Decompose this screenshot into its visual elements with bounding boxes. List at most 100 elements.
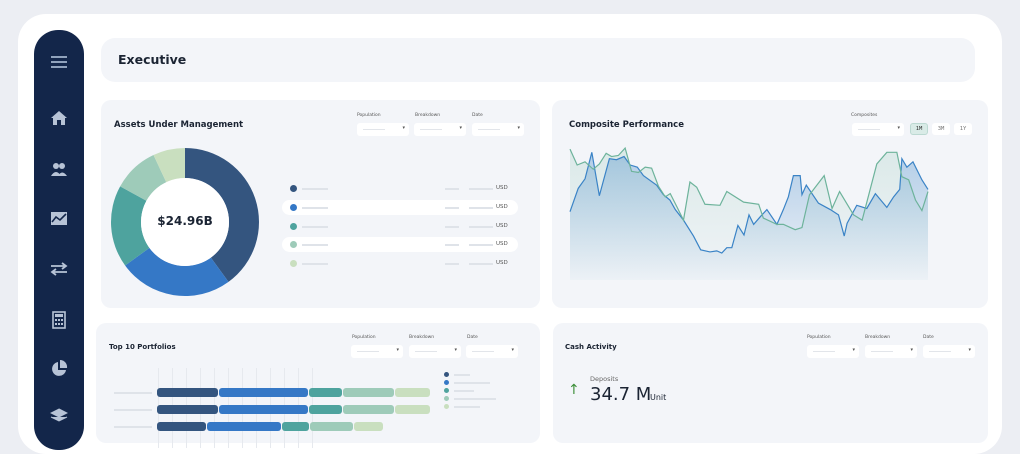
sidebar: [34, 30, 84, 450]
range-1y-button[interactable]: 1Y: [954, 123, 972, 135]
currency-label: USD: [496, 203, 508, 210]
legend-placeholder: [454, 382, 490, 384]
placeholder-text: [302, 206, 328, 209]
placeholder-text: [469, 225, 493, 228]
currency-label: USD: [496, 241, 508, 248]
users-icon[interactable]: [49, 159, 69, 179]
date-label: Date: [923, 335, 934, 340]
home-icon[interactable]: [49, 108, 69, 128]
series-line[interactable]: [569, 152, 929, 254]
placeholder-text: [445, 225, 459, 228]
calculator-icon[interactable]: [49, 310, 69, 330]
aum-card: Assets Under Management Population Break…: [101, 100, 540, 308]
population-label: Population: [352, 335, 376, 340]
date-select[interactable]: ▾: [466, 345, 518, 358]
donut-slice[interactable]: [185, 148, 259, 282]
range-1m-button[interactable]: 1M: [910, 123, 928, 135]
population-select[interactable]: ▾: [357, 123, 409, 136]
donut-hole: [141, 178, 229, 266]
bar-segment[interactable]: [309, 388, 342, 397]
aum-total: $24.96B: [157, 214, 213, 228]
bar-segment[interactable]: [219, 388, 308, 397]
chevron-down-icon: ▾: [517, 125, 520, 131]
aum-legend-row[interactable]: USD: [282, 199, 518, 215]
population-select[interactable]: ▾: [351, 345, 403, 358]
bar-segment[interactable]: [207, 422, 281, 431]
legend-dot: [290, 241, 297, 249]
composite-title: Composite Performance: [569, 120, 684, 130]
donut-slice[interactable]: [120, 155, 167, 201]
page-header: Executive: [101, 38, 975, 82]
bar-segment[interactable]: [309, 405, 342, 414]
donut-slice[interactable]: [125, 247, 229, 296]
donut-slice[interactable]: [153, 148, 185, 183]
bar-segment[interactable]: [157, 405, 218, 414]
deposits-label: Deposits: [590, 375, 619, 383]
bar-segment[interactable]: [343, 405, 394, 414]
chevron-down-icon: ▾: [897, 125, 900, 131]
bar-segment[interactable]: [343, 388, 394, 397]
aum-title: Assets Under Management: [114, 120, 244, 130]
layers-icon[interactable]: [49, 406, 69, 426]
bar-segment[interactable]: [354, 422, 383, 431]
bar-segment[interactable]: [219, 405, 308, 414]
placeholder-text: [469, 188, 493, 190]
bar-segment[interactable]: [395, 388, 430, 397]
pie-chart-icon[interactable]: [49, 359, 69, 379]
placeholder-text: [302, 244, 328, 247]
legend-dot: [444, 372, 449, 377]
breakdown-select[interactable]: ▾: [414, 123, 466, 136]
legend-placeholder: [454, 374, 470, 376]
bar-segment[interactable]: [310, 422, 353, 431]
chevron-down-icon: ▾: [454, 347, 457, 353]
bar-segment[interactable]: [157, 422, 206, 431]
chevron-down-icon: ▾: [511, 347, 514, 353]
placeholder-text: [469, 244, 493, 247]
placeholder-text: [445, 244, 459, 247]
population-select[interactable]: ▾: [807, 345, 859, 358]
breakdown-select[interactable]: ▾: [865, 345, 917, 358]
placeholder-text: [302, 188, 328, 190]
aum-legend-row[interactable]: USD: [282, 256, 518, 271]
bar-segment[interactable]: [282, 422, 309, 431]
aum-legend-row[interactable]: USD: [282, 219, 518, 234]
currency-label: USD: [496, 185, 508, 191]
legend-dot: [290, 222, 297, 230]
chevron-down-icon: ▾: [852, 347, 855, 353]
row-label-placeholder: [114, 392, 152, 394]
currency-label: USD: [496, 222, 508, 229]
transfer-icon[interactable]: [49, 259, 69, 279]
composite-card: Composite Performance Composites ▾ 1M 3M…: [552, 100, 988, 308]
bar-segment[interactable]: [157, 388, 218, 397]
placeholder-text: [445, 188, 459, 190]
date-label: Date: [472, 113, 483, 118]
breakdown-select[interactable]: ▾: [409, 345, 461, 358]
placeholder-text: [469, 206, 493, 209]
aum-legend-row[interactable]: USD: [282, 237, 518, 253]
placeholder-text: [302, 225, 328, 228]
legend-placeholder: [454, 398, 496, 400]
deposits-value: 34.7 M: [590, 384, 652, 405]
currency-label: USD: [496, 260, 508, 267]
range-3m-button[interactable]: 3M: [932, 123, 950, 135]
top10-card: Top 10 Portfolios Population Breakdown D…: [96, 323, 540, 448]
chevron-down-icon: ▾: [910, 347, 913, 353]
breakdown-label: Breakdown: [415, 113, 441, 118]
breakdown-label: Breakdown: [409, 335, 435, 340]
date-select[interactable]: ▾: [923, 345, 975, 358]
placeholder-text: [469, 263, 493, 266]
aum-legend-row[interactable]: USD: [282, 181, 518, 196]
chart-icon[interactable]: [49, 208, 69, 228]
bar-segment[interactable]: [395, 405, 430, 414]
donut-slice[interactable]: [111, 186, 150, 266]
deposits-unit: Unit: [650, 393, 667, 402]
chevron-down-icon: ▾: [402, 125, 405, 131]
legend-dot: [290, 260, 297, 268]
series-line[interactable]: [569, 146, 929, 231]
population-label: Population: [807, 335, 831, 340]
menu-icon[interactable]: [49, 52, 69, 72]
date-select[interactable]: ▾: [472, 123, 524, 136]
composites-select[interactable]: ▾: [852, 123, 904, 136]
top10-title: Top 10 Portfolios: [109, 343, 176, 351]
composites-label: Composites: [851, 113, 878, 118]
